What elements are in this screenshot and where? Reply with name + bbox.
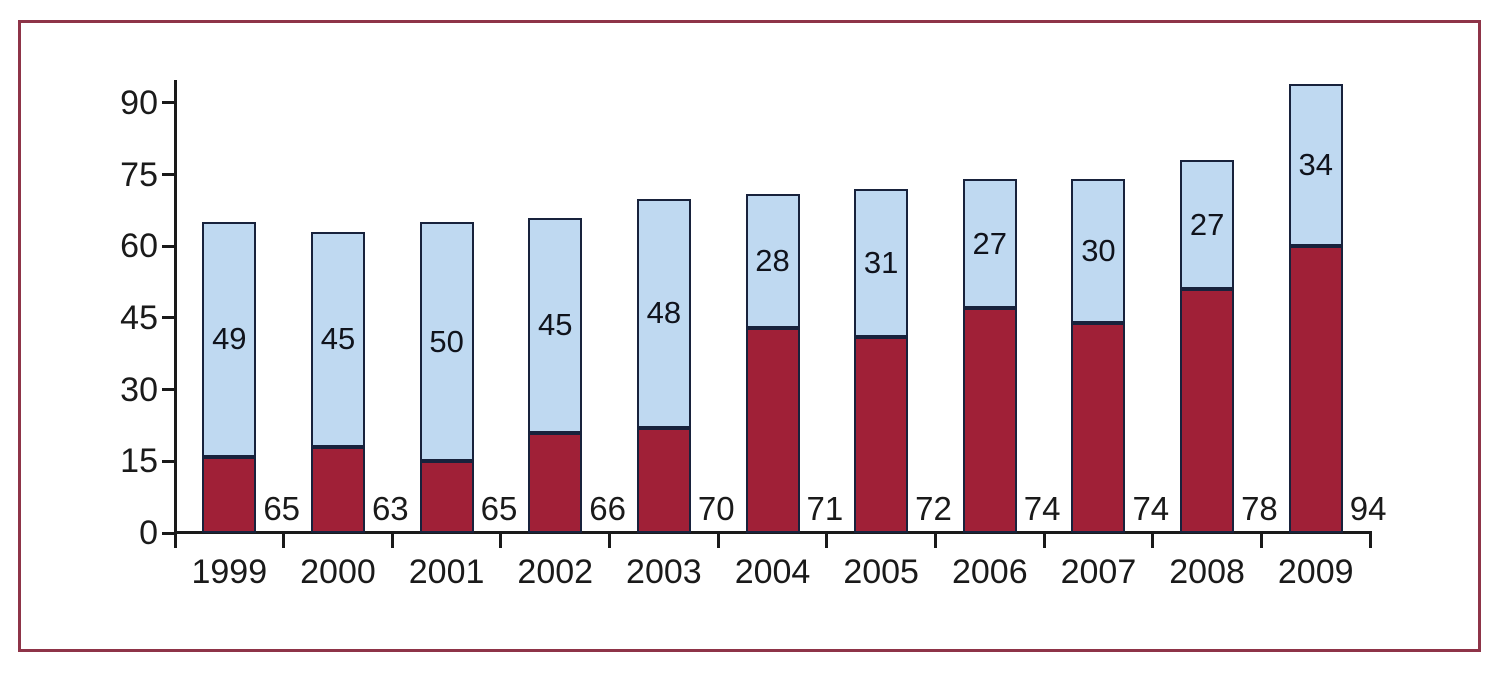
y-tick-label: 0 [139,514,158,552]
bar-segment-blue [310,231,365,447]
bar-total-label: 71 [806,490,844,527]
x-tick [716,534,720,548]
y-tick-label: 75 [120,155,158,194]
x-tick [1259,534,1263,548]
bar-total-label: 78 [1241,490,1278,527]
x-tick [1042,534,1046,548]
category-label: 1999 [191,553,268,591]
y-tick-label: 45 [120,298,158,337]
y-tick-label: 60 [120,227,158,266]
bar-segment-red [962,308,1017,533]
bar-segment-red [636,427,691,533]
bar-segment-blue [1071,179,1126,323]
x-tick [1151,534,1155,548]
x-tick [933,534,937,548]
x-tick [825,534,829,548]
bar-total-label: 74 [1132,490,1170,527]
y-tick [162,316,175,320]
bar-segment-red [310,446,365,533]
bar-segment-red [1180,289,1235,533]
category-label: 2005 [843,553,919,591]
category-label: 2004 [734,553,811,591]
y-tick [162,459,175,463]
segment-value-label: 28 [755,242,790,278]
segment-value-label: 45 [537,307,573,343]
bar-total-label: 65 [263,490,301,527]
y-tick [162,173,175,177]
bar-total-label: 63 [371,490,409,527]
category-label: 2003 [626,553,702,591]
bar-total-label: 72 [915,490,952,527]
y-tick-label: 90 [120,83,158,122]
segment-value-label: 27 [972,225,1008,261]
segment-value-label: 30 [1081,233,1116,269]
y-tick-label: 15 [120,442,158,481]
segment-value-label: 49 [212,321,247,357]
x-tick [173,534,177,548]
bar-segment-red [419,461,474,533]
bar-segment-blue [854,188,909,338]
bar-total-label: 66 [589,490,626,527]
bar-segment-red [528,432,583,533]
bar-segment-blue [636,198,691,428]
y-tick [162,101,175,105]
bar-segment-red [202,456,257,533]
category-label: 2009 [1277,553,1354,591]
category-label: 2008 [1169,553,1245,591]
bar-segment-blue [962,179,1017,309]
bar-segment-red [1071,322,1126,533]
category-label: 2006 [951,553,1028,591]
bar-segment-blue [745,193,800,328]
segment-value-label: 34 [1298,147,1333,183]
bar-total-label: 94 [1349,490,1387,527]
bar-segment-blue [528,217,583,433]
bar-segment-blue [1180,160,1235,290]
x-tick [1368,534,1372,548]
bar-segment-red [1288,246,1343,533]
bar-total-label: 65 [480,490,518,527]
bar-segment-blue [419,222,474,462]
y-tick [162,244,175,248]
x-tick [608,534,612,548]
segment-value-label: 27 [1189,206,1225,242]
y-tick [162,531,175,535]
bar-total-label: 70 [697,490,735,527]
x-tick [282,534,286,548]
category-label: 2007 [1060,553,1137,591]
segment-value-label: 50 [429,323,464,359]
bar-segment-red [745,327,800,533]
segment-value-label: 31 [863,245,899,281]
segment-value-label: 48 [646,295,682,331]
y-tick [162,388,175,392]
bar-segment-blue [202,222,257,457]
x-tick [390,534,394,548]
category-label: 2001 [408,553,485,591]
segment-value-label: 45 [320,321,356,357]
y-axis-line [174,80,177,534]
bar-total-label: 74 [1023,490,1061,527]
y-tick-label: 30 [120,370,158,409]
category-label: 2002 [517,553,594,591]
x-tick [499,534,503,548]
bar-segment-blue [1288,83,1343,247]
category-label: 2000 [300,553,376,591]
bar-segment-red [854,337,909,533]
